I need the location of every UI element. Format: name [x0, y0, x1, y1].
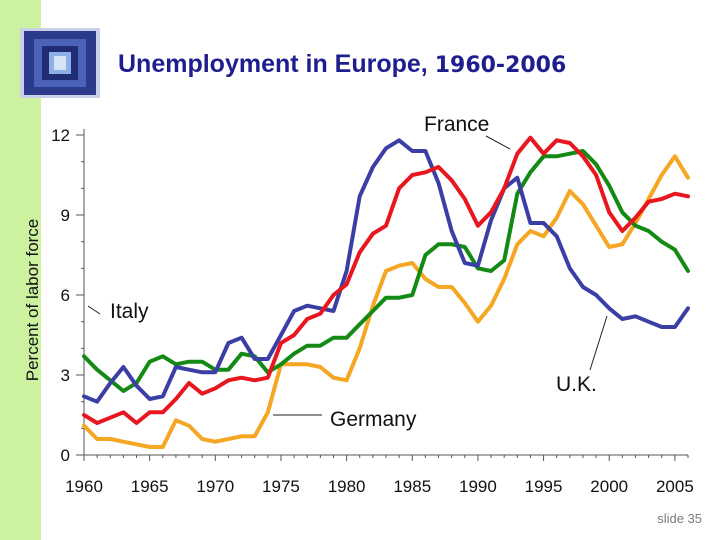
y-tick-label: 12: [51, 126, 70, 145]
y-tick-label: 0: [61, 446, 70, 465]
x-tick-label: 1990: [459, 477, 497, 496]
x-tick-label: 2005: [656, 477, 694, 496]
x-tick-label: 1960: [65, 477, 103, 496]
chart-labels: France Italy U.K. Germany: [87, 113, 608, 431]
y-axis-title: Percent of labor force: [23, 219, 42, 382]
series-line-germany: [82, 154, 690, 449]
x-tick-label: 1995: [525, 477, 563, 496]
framed-square-logo-icon: [20, 28, 100, 98]
x-tick-label: 1975: [262, 477, 300, 496]
series-label-germany: Germany: [330, 408, 417, 431]
series-label-france: France: [424, 113, 489, 136]
y-tick-label: 3: [61, 366, 70, 385]
x-tick-label: 1965: [131, 477, 169, 496]
series-line-italy: [82, 149, 690, 393]
series-line-france: [82, 135, 690, 425]
y-tick-label: 6: [61, 286, 70, 305]
slide-number: slide 35: [657, 511, 702, 526]
x-tick-label: 1970: [196, 477, 234, 496]
series-label-uk: U.K.: [556, 373, 597, 396]
title-years: 1960-2006: [434, 53, 567, 78]
y-tick-label: 9: [61, 206, 70, 225]
page-title: Unemployment in Europe, 1960-2006: [118, 50, 566, 79]
x-tick-label: 1980: [328, 477, 366, 496]
label-leader-france: [485, 135, 511, 150]
label-leader-uk: [589, 315, 608, 371]
x-tick-label: 2000: [590, 477, 628, 496]
x-tick-label: 1985: [393, 477, 431, 496]
series-line-uk: [82, 138, 690, 404]
title-main: Unemployment in Europe,: [118, 50, 435, 78]
chart-axes: 0 3 6 9 12 1960 1965 1970 1975 1980 1985 1990 1995 20…: [23, 126, 694, 496]
chart-series: [82, 135, 690, 449]
label-leader-italy: [87, 305, 101, 315]
series-label-italy: Italy: [110, 300, 149, 323]
